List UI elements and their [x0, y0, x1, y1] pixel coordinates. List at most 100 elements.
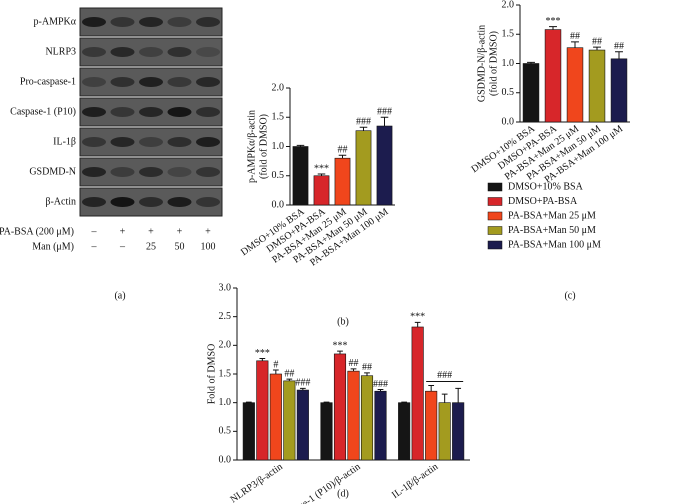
significance: ## [349, 358, 359, 369]
bar [566, 47, 584, 123]
blot-band [82, 137, 106, 147]
legend-swatch [487, 211, 503, 221]
blot-band [139, 167, 163, 177]
blot-band [167, 17, 192, 27]
blot-band [139, 197, 163, 207]
blot-band [82, 167, 106, 177]
significance: *** [546, 16, 561, 27]
significance: ## [338, 145, 348, 156]
y-tick-label: 2.0 [272, 82, 285, 93]
bar [610, 58, 628, 123]
y-tick-label: 1.5 [272, 112, 285, 123]
blot-band [139, 77, 163, 87]
blot-band [167, 107, 192, 117]
x-tick-label: IL-1β/β-actin [390, 461, 440, 501]
legend-label: PA-BSA+Man 50 μM [508, 225, 596, 236]
condition-label: PA-BSA (200 μM) [0, 226, 74, 237]
bar [360, 375, 374, 461]
bar [334, 157, 351, 206]
error-bar [350, 368, 357, 372]
bar [256, 360, 269, 461]
bar [269, 373, 282, 461]
condition-mark: + [148, 226, 154, 237]
blot-band [196, 197, 220, 207]
blot-band [110, 77, 135, 87]
blot-band [196, 137, 220, 147]
panel-label: (a) [114, 290, 125, 301]
bar [374, 390, 387, 461]
condition-mark: 25 [146, 241, 156, 252]
blot-band [167, 137, 192, 147]
condition-mark: – [119, 241, 126, 252]
y-axis-label: (fold of DMSO) [488, 31, 499, 96]
error-bar [571, 41, 579, 48]
condition-mark: – [91, 226, 98, 237]
blot-band [110, 17, 135, 27]
error-bar [338, 154, 347, 159]
legend-label: PA-BSA+Man 100 μM [508, 239, 601, 250]
bar [320, 402, 333, 461]
significance: ### [295, 378, 310, 389]
condition-mark: 50 [175, 241, 185, 252]
blot-band [139, 17, 163, 27]
blot-band [110, 197, 135, 207]
bar [283, 380, 296, 461]
y-tick-label: 0.0 [219, 454, 232, 465]
blot-band [110, 107, 135, 117]
legend-swatch [487, 240, 503, 250]
y-tick-label: 0.5 [502, 87, 515, 98]
blot-band [82, 107, 106, 117]
blot-band [139, 47, 163, 57]
condition-mark: – [91, 241, 98, 252]
y-axis-label: GSDMD-N/β-actin [476, 25, 487, 102]
error-bar [593, 46, 601, 51]
condition-mark: 100 [201, 241, 216, 252]
error-bar [401, 401, 408, 403]
blot-band [82, 77, 106, 87]
bar [333, 353, 347, 461]
error-bar [428, 384, 435, 392]
bar [522, 63, 540, 123]
error-bar [296, 144, 305, 147]
condition-mark: + [120, 226, 126, 237]
significance: *** [333, 340, 348, 351]
y-tick-label: 2.5 [219, 311, 232, 322]
blot-band [110, 47, 135, 57]
significance: ### [373, 379, 388, 390]
significance: ### [437, 370, 452, 381]
error-bar [317, 173, 326, 176]
error-bar [364, 372, 370, 376]
x-tick-label: NLRP3/β-actin [228, 461, 284, 504]
y-tick-label: 0.0 [502, 116, 515, 127]
error-bar [380, 116, 389, 127]
error-bar [323, 401, 330, 403]
significance: # [273, 359, 278, 370]
significance: *** [255, 348, 270, 359]
error-bar [259, 358, 266, 361]
bar [292, 146, 309, 206]
error-bar [286, 378, 293, 381]
y-tick-label: 1.5 [502, 29, 515, 40]
blot-band [196, 47, 220, 57]
bar [313, 175, 330, 206]
significance: ### [356, 116, 371, 127]
y-tick-label: 0.0 [272, 199, 285, 210]
y-tick-label: 1.0 [219, 397, 232, 408]
error-bar [549, 26, 557, 30]
blot-band [196, 167, 220, 177]
y-tick-label: 3.0 [219, 282, 232, 293]
legend-label: DMSO+10% BSA [508, 181, 584, 192]
y-tick-label: 1.0 [272, 141, 285, 152]
error-bar [527, 61, 535, 64]
y-tick-label: 0.5 [219, 426, 232, 437]
bar [425, 390, 438, 461]
y-tick-label: 2.0 [502, 0, 515, 10]
error-bar [441, 393, 448, 403]
error-bar [414, 321, 421, 327]
significance: *** [410, 312, 425, 323]
blot-band [167, 77, 192, 87]
legend-swatch [487, 197, 503, 206]
error-bar [359, 126, 368, 131]
y-tick-label: 1.0 [502, 58, 515, 69]
y-tick-label: 1.5 [219, 368, 232, 379]
